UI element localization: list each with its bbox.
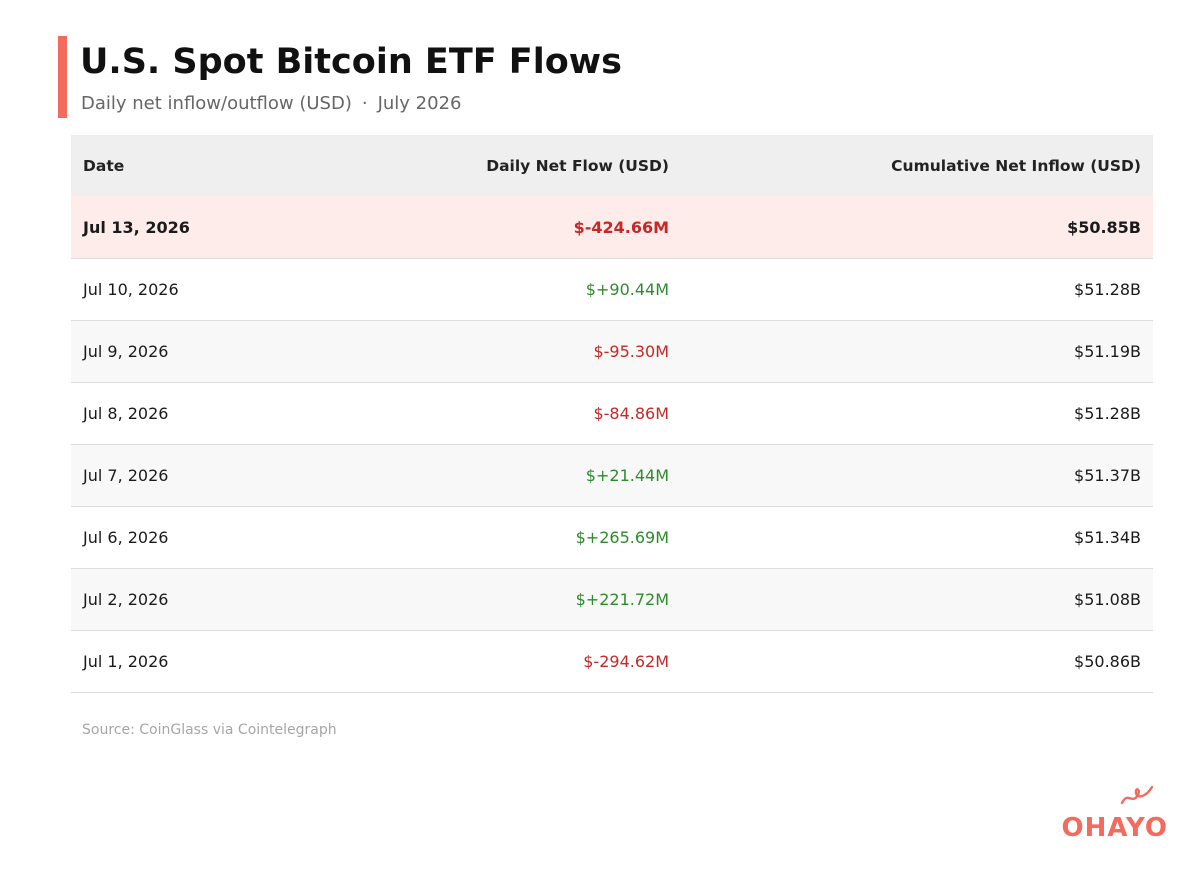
cell-date: Jul 13, 2026: [71, 196, 351, 259]
table-row: Jul 8, 2026 $-84.86M $51.28B: [71, 382, 1153, 445]
subtitle-separator: ·: [361, 93, 368, 114]
cell-daily-net-flow: $-95.30M: [351, 320, 681, 383]
cell-daily-net-flow: $+21.44M: [351, 444, 681, 507]
table-row: Jul 10, 2026 $+90.44M $51.28B: [71, 258, 1153, 321]
cell-cumulative-net-inflow: $51.19B: [681, 320, 1153, 383]
column-header-cumulative-net-inflow: Cumulative Net Inflow (USD): [681, 135, 1153, 196]
column-header-daily-net-flow: Daily Net Flow (USD): [351, 135, 681, 196]
cell-daily-net-flow: $-424.66M: [351, 196, 681, 259]
cell-date: Jul 7, 2026: [71, 444, 351, 507]
cell-date: Jul 10, 2026: [71, 258, 351, 321]
table-body: Jul 13, 2026 $-424.66M $50.85B Jul 10, 2…: [71, 196, 1153, 693]
cell-daily-net-flow: $-84.86M: [351, 382, 681, 445]
page-subtitle: Daily net inflow/outflow (USD) · July 2026: [81, 93, 462, 114]
cell-cumulative-net-inflow: $50.86B: [681, 630, 1153, 693]
cell-date: Jul 9, 2026: [71, 320, 351, 383]
source-note: Source: CoinGlass via Cointelegraph: [82, 722, 337, 738]
page-title: U.S. Spot Bitcoin ETF Flows: [80, 42, 622, 82]
table-row: Jul 7, 2026 $+21.44M $51.37B: [71, 444, 1153, 507]
cell-date: Jul 6, 2026: [71, 506, 351, 569]
table-row: Jul 9, 2026 $-95.30M $51.19B: [71, 320, 1153, 383]
cell-daily-net-flow: $+221.72M: [351, 568, 681, 631]
table-row: Jul 2, 2026 $+221.72M $51.08B: [71, 568, 1153, 631]
cell-daily-net-flow: $+90.44M: [351, 258, 681, 321]
etf-flows-table: Date Daily Net Flow (USD) Cumulative Net…: [71, 135, 1153, 693]
title-accent-bar: [58, 36, 67, 118]
table-row: Jul 6, 2026 $+265.69M $51.34B: [71, 506, 1153, 569]
table-header-row: Date Daily Net Flow (USD) Cumulative Net…: [71, 135, 1153, 196]
table-row: Jul 1, 2026 $-294.62M $50.86B: [71, 630, 1153, 693]
logo-swirl-path: [1120, 785, 1154, 805]
cell-cumulative-net-inflow: $51.08B: [681, 568, 1153, 631]
cell-cumulative-net-inflow: $51.37B: [681, 444, 1153, 507]
cell-cumulative-net-inflow: $50.85B: [681, 196, 1153, 259]
cell-daily-net-flow: $+265.69M: [351, 506, 681, 569]
ohayo-logo: OHAYO: [1058, 783, 1168, 843]
subtitle-description: Daily net inflow/outflow (USD): [81, 93, 352, 114]
cell-cumulative-net-inflow: $51.34B: [681, 506, 1153, 569]
cell-date: Jul 1, 2026: [71, 630, 351, 693]
cell-date: Jul 2, 2026: [71, 568, 351, 631]
cell-daily-net-flow: $-294.62M: [351, 630, 681, 693]
cell-cumulative-net-inflow: $51.28B: [681, 258, 1153, 321]
logo-text: OHAYO: [1061, 813, 1168, 843]
cell-date: Jul 8, 2026: [71, 382, 351, 445]
cell-cumulative-net-inflow: $51.28B: [681, 382, 1153, 445]
subtitle-period: July 2026: [377, 93, 462, 114]
logo-swirl-icon: [1120, 785, 1154, 805]
table-row: Jul 13, 2026 $-424.66M $50.85B: [71, 196, 1153, 259]
column-header-date: Date: [71, 135, 351, 196]
